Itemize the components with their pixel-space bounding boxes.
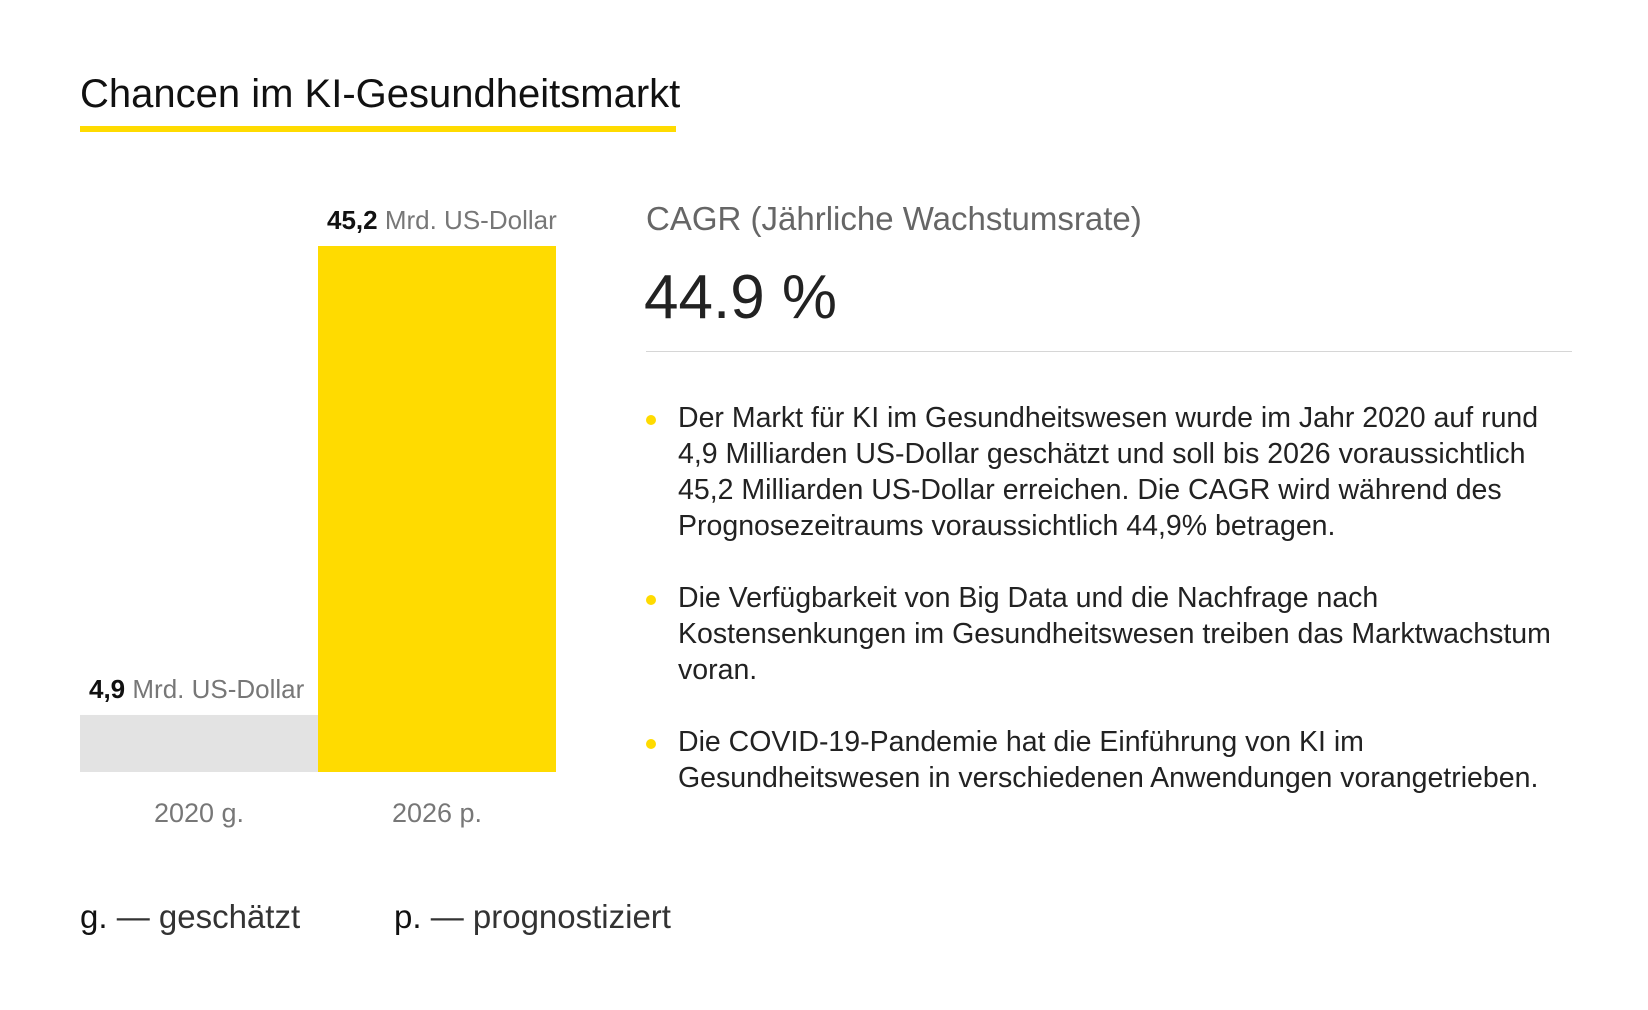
bullet-text: Der Markt für KI im Gesundheitswesen wur… <box>678 402 1539 542</box>
legend-estimated: g. — geschätzt <box>80 898 300 936</box>
page-title: Chancen im KI-Gesundheitsmarkt <box>80 72 681 116</box>
cagr-label: CAGR (Jährliche Wachstumsrate) <box>646 200 1142 237</box>
bullet-text: Die COVID-19-Pandemie hat die Einführung… <box>678 726 1539 794</box>
bar-value-label-0: 4,9 Mrd. US-Dollar <box>89 674 305 704</box>
bullet-text: Die Verfügbarkeit von Big Data und die N… <box>678 582 1551 686</box>
bullet-item: Die Verfügbarkeit von Big Data und die N… <box>646 580 1576 688</box>
bullet-dot-icon <box>646 595 656 605</box>
legend-forecast-text: — prognostiziert <box>430 898 671 935</box>
title-underline <box>80 126 676 132</box>
bar-1 <box>318 246 556 772</box>
bar-value-unit: Mrd. US-Dollar <box>125 674 304 704</box>
cagr-value: 44.9 % <box>644 263 838 332</box>
bar-0 <box>80 714 318 772</box>
bullet-item: Die COVID-19-Pandemie hat die Einführung… <box>646 724 1576 796</box>
bar-value-number: 45,2 <box>327 205 378 235</box>
bullet-list: Der Markt für KI im Gesundheitswesen wur… <box>646 400 1576 832</box>
bar-value-label-1: 45,2 Mrd. US-Dollar <box>327 205 557 235</box>
legend-estimated-text: — geschätzt <box>116 898 301 935</box>
category-label-1: 2026 p. <box>392 798 482 828</box>
bar-value-unit: Mrd. US-Dollar <box>378 205 557 235</box>
category-label-0: 2020 g. <box>154 798 244 828</box>
divider <box>646 351 1572 352</box>
bar-chart: 4,9 Mrd. US-Dollar 2020 g. 45,2 Mrd. US-Do… <box>80 205 557 828</box>
bar-value-number: 4,9 <box>89 674 125 704</box>
legend-forecast-abbr: p. <box>394 898 422 935</box>
legend-forecast: p. — prognostiziert <box>394 898 671 936</box>
bullet-item: Der Markt für KI im Gesundheitswesen wur… <box>646 400 1576 544</box>
legend-estimated-abbr: g. <box>80 898 108 935</box>
bullet-dot-icon <box>646 739 656 749</box>
bullet-dot-icon <box>646 415 656 425</box>
